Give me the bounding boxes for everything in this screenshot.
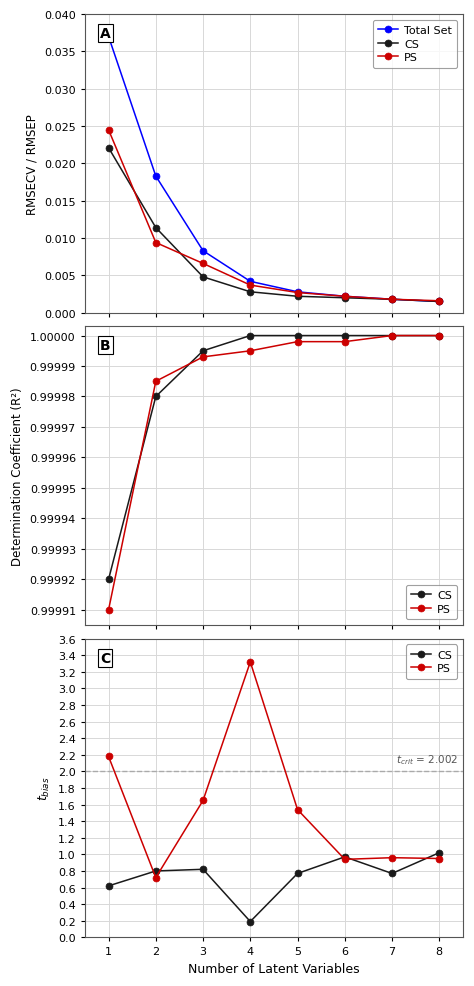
PS bbox=[200, 258, 206, 270]
Line: PS: PS bbox=[105, 659, 443, 881]
Line: CS: CS bbox=[105, 145, 443, 306]
Legend: CS, PS: CS, PS bbox=[406, 585, 457, 620]
Line: CS: CS bbox=[105, 332, 443, 583]
Total Set bbox=[247, 276, 253, 288]
Text: A: A bbox=[100, 27, 111, 41]
CS bbox=[437, 847, 442, 859]
CS bbox=[153, 391, 159, 403]
Total Set bbox=[389, 294, 395, 306]
PS bbox=[247, 657, 253, 669]
PS bbox=[437, 296, 442, 308]
Total Set bbox=[153, 171, 159, 182]
CS bbox=[106, 574, 111, 586]
Total Set bbox=[200, 246, 206, 257]
PS bbox=[153, 872, 159, 883]
PS bbox=[342, 854, 347, 866]
CS bbox=[389, 294, 395, 306]
Line: PS: PS bbox=[105, 127, 443, 305]
PS bbox=[106, 604, 111, 616]
Text: $t_{crit}$ = 2.002: $t_{crit}$ = 2.002 bbox=[396, 752, 458, 766]
PS bbox=[389, 330, 395, 342]
PS bbox=[389, 852, 395, 864]
PS bbox=[247, 280, 253, 292]
Y-axis label: $t_{bias}$: $t_{bias}$ bbox=[37, 776, 53, 801]
Legend: Total Set, CS, PS: Total Set, CS, PS bbox=[373, 21, 457, 69]
PS bbox=[153, 238, 159, 249]
Total Set bbox=[106, 32, 111, 43]
PS bbox=[200, 352, 206, 364]
Text: B: B bbox=[100, 339, 111, 353]
CS bbox=[153, 865, 159, 877]
Line: CS: CS bbox=[105, 849, 443, 925]
CS bbox=[342, 851, 347, 863]
CS bbox=[389, 330, 395, 342]
PS bbox=[106, 125, 111, 137]
Legend: CS, PS: CS, PS bbox=[406, 645, 457, 679]
PS bbox=[295, 287, 301, 299]
PS bbox=[200, 795, 206, 807]
PS bbox=[437, 853, 442, 865]
CS bbox=[437, 330, 442, 342]
PS bbox=[342, 291, 347, 303]
PS bbox=[106, 750, 111, 762]
CS bbox=[342, 293, 347, 305]
PS bbox=[342, 336, 347, 348]
CS bbox=[295, 291, 301, 303]
PS bbox=[295, 336, 301, 348]
CS bbox=[247, 330, 253, 342]
CS bbox=[295, 868, 301, 880]
PS bbox=[247, 345, 253, 357]
Total Set bbox=[437, 296, 442, 308]
Line: PS: PS bbox=[105, 332, 443, 613]
CS bbox=[153, 223, 159, 235]
CS bbox=[247, 916, 253, 928]
PS bbox=[295, 804, 301, 815]
CS bbox=[342, 330, 347, 342]
CS bbox=[106, 143, 111, 155]
CS bbox=[200, 864, 206, 876]
Total Set bbox=[342, 291, 347, 303]
Total Set bbox=[295, 287, 301, 299]
PS bbox=[153, 376, 159, 387]
CS bbox=[106, 880, 111, 892]
CS bbox=[295, 330, 301, 342]
Text: C: C bbox=[100, 651, 110, 665]
CS bbox=[200, 345, 206, 357]
PS bbox=[437, 330, 442, 342]
Line: Total Set: Total Set bbox=[105, 34, 443, 306]
X-axis label: Number of Latent Variables: Number of Latent Variables bbox=[188, 962, 360, 975]
Y-axis label: RMSECV / RMSEP: RMSECV / RMSEP bbox=[26, 114, 38, 215]
CS bbox=[200, 272, 206, 284]
PS bbox=[389, 294, 395, 306]
CS bbox=[247, 287, 253, 299]
CS bbox=[389, 868, 395, 880]
CS bbox=[437, 296, 442, 308]
Y-axis label: Determination Coefficient (R²): Determination Coefficient (R²) bbox=[11, 387, 24, 565]
